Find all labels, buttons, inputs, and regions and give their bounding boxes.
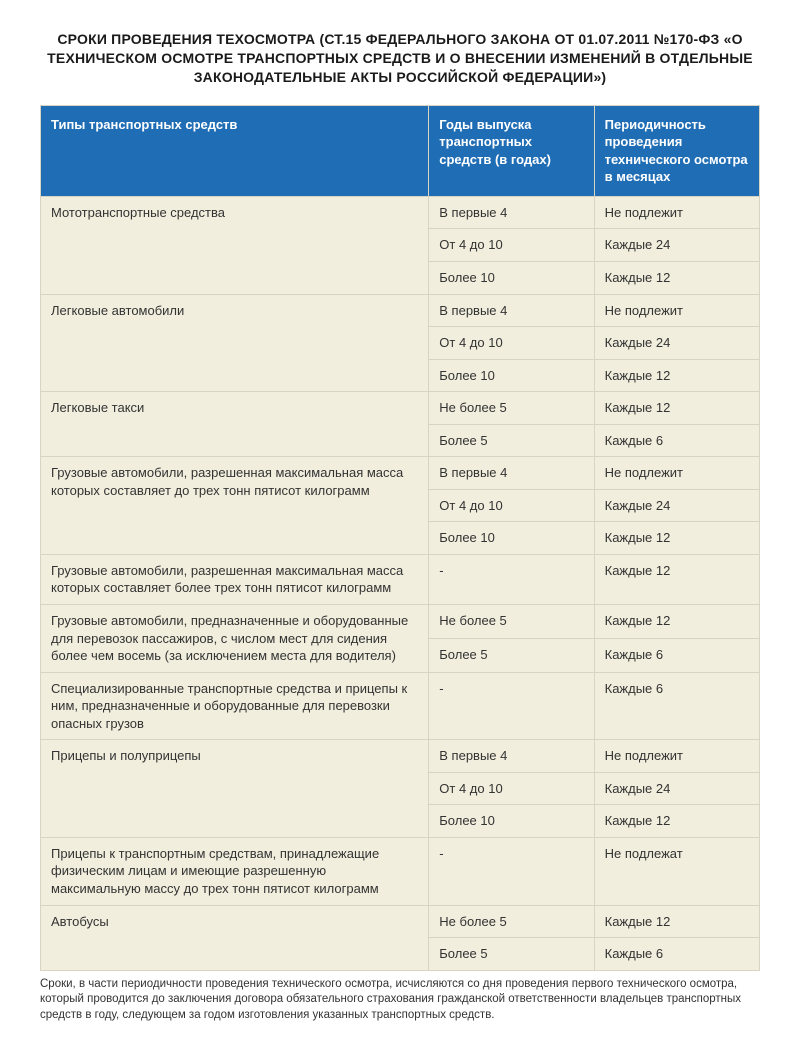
age-cell: Не более 5 [429, 604, 594, 638]
vehicle-type-cell: Грузовые автомобили, разрешенная максима… [41, 554, 429, 604]
age-cell: От 4 до 10 [429, 489, 594, 522]
col-header-period: Периодичность проведения технического ос… [594, 105, 759, 196]
period-cell: Каждые 24 [594, 772, 759, 805]
table-row: Специализированные транспортные средства… [41, 672, 760, 740]
period-cell: Каждые 12 [594, 554, 759, 604]
table-row: АвтобусыНе более 5Каждые 12 [41, 905, 760, 938]
period-cell: Каждые 24 [594, 489, 759, 522]
vehicle-type-cell: Прицепы и полуприцепы [41, 740, 429, 838]
page-title: СРОКИ ПРОВЕДЕНИЯ ТЕХОСМОТРА (СТ.15 ФЕДЕР… [40, 30, 760, 87]
period-cell: Каждые 12 [594, 905, 759, 938]
period-cell: Каждые 24 [594, 327, 759, 360]
col-header-type: Типы транспортных средств [41, 105, 429, 196]
age-cell: От 4 до 10 [429, 772, 594, 805]
period-cell: Каждые 12 [594, 522, 759, 555]
vehicle-type-cell: Грузовые автомобили, разрешенная максима… [41, 457, 429, 555]
period-cell: Не подлежат [594, 837, 759, 905]
table-row: Легковые автомобилиВ первые 4Не подлежит [41, 294, 760, 327]
vehicle-type-cell: Легковые такси [41, 392, 429, 457]
vehicle-type-cell: Специализированные транспортные средства… [41, 672, 429, 740]
age-cell: Более 10 [429, 359, 594, 392]
table-row: Легковые таксиНе более 5Каждые 12 [41, 392, 760, 425]
age-cell: Более 10 [429, 522, 594, 555]
period-cell: Каждые 6 [594, 638, 759, 672]
age-cell: В первые 4 [429, 196, 594, 229]
period-cell: Каждые 6 [594, 424, 759, 457]
age-cell: - [429, 672, 594, 740]
period-cell: Не подлежит [594, 196, 759, 229]
period-cell: Каждые 6 [594, 938, 759, 971]
table-row: Прицепы и полуприцепыВ первые 4Не подлеж… [41, 740, 760, 773]
period-cell: Каждые 12 [594, 805, 759, 838]
vehicle-type-cell: Мототранспортные средства [41, 196, 429, 294]
period-cell: Не подлежит [594, 457, 759, 490]
vehicle-type-cell: Легковые автомобили [41, 294, 429, 392]
table-row: Мототранспортные средстваВ первые 4Не по… [41, 196, 760, 229]
table-row: Грузовые автомобили, предназначенные и о… [41, 604, 760, 638]
col-header-years: Годы выпуска транспортных средств (в год… [429, 105, 594, 196]
age-cell: Не более 5 [429, 905, 594, 938]
age-cell: В первые 4 [429, 457, 594, 490]
footnote: Сроки, в части периодичности проведения … [40, 977, 760, 1024]
period-cell: Каждые 12 [594, 261, 759, 294]
table-row: Прицепы к транспортным средствам, принад… [41, 837, 760, 905]
period-cell: Каждые 12 [594, 392, 759, 425]
age-cell: В первые 4 [429, 740, 594, 773]
period-cell: Каждые 12 [594, 604, 759, 638]
age-cell: Не более 5 [429, 392, 594, 425]
age-cell: - [429, 554, 594, 604]
age-cell: Более 5 [429, 424, 594, 457]
age-cell: В первые 4 [429, 294, 594, 327]
period-cell: Каждые 12 [594, 359, 759, 392]
period-cell: Каждые 24 [594, 229, 759, 262]
vehicle-type-cell: Автобусы [41, 905, 429, 970]
table-row: Грузовые автомобили, разрешенная максима… [41, 457, 760, 490]
period-cell: Не подлежит [594, 294, 759, 327]
period-cell: Не подлежит [594, 740, 759, 773]
table-row: Грузовые автомобили, разрешенная максима… [41, 554, 760, 604]
vehicle-type-cell: Грузовые автомобили, предназначенные и о… [41, 604, 429, 672]
period-cell: Каждые 6 [594, 672, 759, 740]
age-cell: От 4 до 10 [429, 327, 594, 360]
age-cell: - [429, 837, 594, 905]
inspection-table: Типы транспортных средств Годы выпуска т… [40, 105, 760, 971]
age-cell: От 4 до 10 [429, 229, 594, 262]
age-cell: Более 5 [429, 638, 594, 672]
age-cell: Более 5 [429, 938, 594, 971]
vehicle-type-cell: Прицепы к транспортным средствам, принад… [41, 837, 429, 905]
age-cell: Более 10 [429, 261, 594, 294]
age-cell: Более 10 [429, 805, 594, 838]
